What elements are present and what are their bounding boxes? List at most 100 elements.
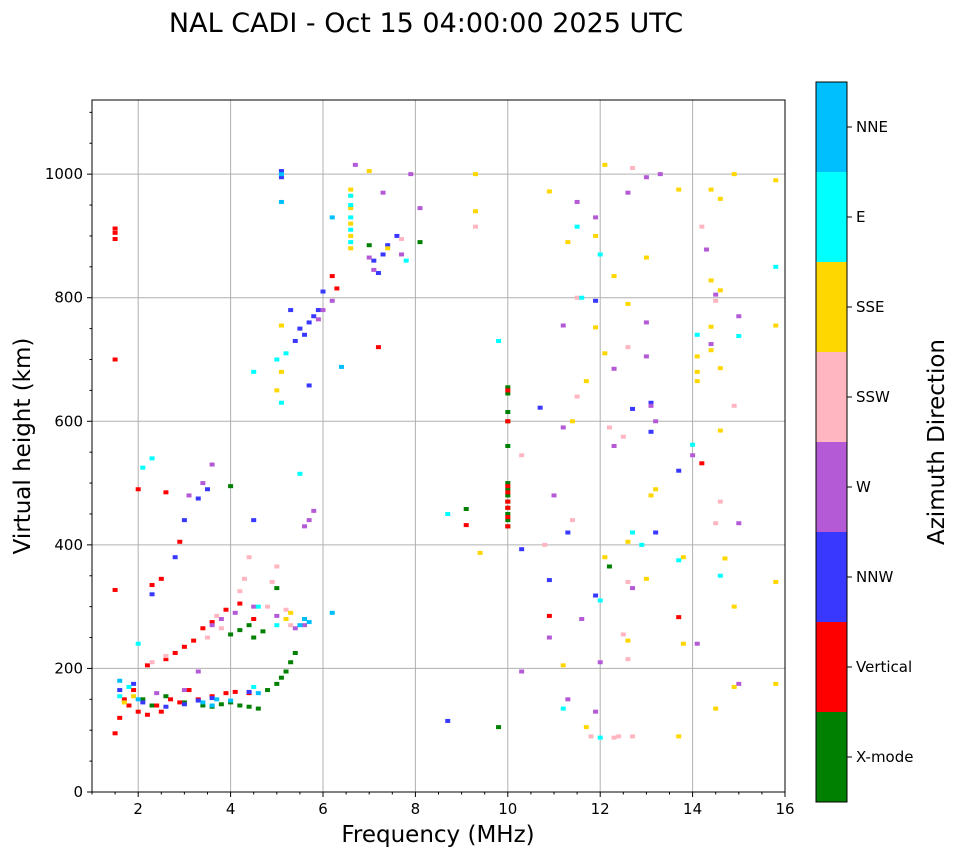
colorbar-label: Azimuth Direction: [924, 339, 950, 545]
data-point-sse: [717, 288, 723, 293]
colorbar-tick-label: X-mode: [856, 748, 913, 766]
data-point-e: [639, 542, 645, 547]
x-ticks: 2 4 6 8 10 12 14 16: [91, 792, 795, 818]
data-point-w: [274, 613, 280, 618]
data-point-sse: [773, 681, 779, 686]
data-point-vertical: [505, 524, 511, 529]
data-point-e: [348, 203, 354, 208]
data-point-nnw: [251, 518, 257, 523]
data-point-w: [657, 172, 663, 177]
data-point-vertical: [232, 689, 238, 694]
data-point-w: [380, 190, 386, 195]
data-point-ssw: [542, 542, 548, 547]
data-point-x-mode: [283, 669, 289, 674]
data-point-sse: [278, 369, 284, 374]
data-point-nnw: [315, 308, 321, 313]
data-point-e: [630, 530, 636, 535]
data-point-nnw: [371, 258, 377, 263]
data-point-sse: [385, 246, 391, 251]
data-point-ssw: [246, 555, 252, 560]
colorbar-segment: [816, 622, 847, 712]
x-tick-label: 16: [775, 800, 794, 818]
data-point-ssw: [569, 518, 575, 523]
data-point-sse: [283, 617, 289, 621]
data-point-nnw: [311, 314, 317, 319]
data-point-vertical: [144, 712, 150, 717]
data-point-nnw: [181, 518, 187, 523]
data-point-nne: [306, 620, 312, 625]
data-point-ssw: [620, 434, 626, 439]
data-point-x-mode: [246, 623, 252, 628]
data-point-sse: [773, 323, 779, 328]
colorbar: X-mode Vertical NNW W SSW SSE E NNE: [815, 81, 913, 803]
data-point-sse: [472, 172, 478, 177]
data-point-ssw: [588, 734, 594, 739]
data-point-w: [209, 462, 215, 467]
data-point-vertical: [117, 715, 123, 720]
data-point-nnw: [205, 487, 210, 492]
data-point-vertical: [237, 601, 243, 606]
data-point-nnw: [278, 169, 284, 174]
data-point-w: [306, 518, 312, 523]
data-point-w: [408, 172, 414, 177]
data-point-vertical: [177, 700, 183, 705]
data-point-w: [560, 425, 566, 430]
data-point-sse: [648, 493, 654, 498]
data-point-sse: [274, 388, 280, 393]
data-point-nne: [302, 617, 308, 621]
data-point-sse: [583, 379, 589, 384]
data-point-x-mode: [505, 511, 511, 516]
data-point-nnw: [653, 530, 659, 535]
data-point-nnw: [297, 326, 303, 331]
data-point-w: [694, 641, 700, 646]
data-point-nnw: [181, 702, 187, 707]
data-point-w: [315, 317, 321, 322]
data-point-sse: [680, 555, 686, 560]
data-point-vertical: [209, 620, 215, 625]
data-point-w: [736, 314, 742, 319]
data-point-sse: [625, 638, 631, 643]
data-point-sse: [602, 351, 608, 356]
data-point-nnw: [546, 578, 552, 583]
data-point-vertical: [200, 626, 206, 631]
data-point-e: [348, 227, 354, 232]
data-point-e: [676, 558, 682, 563]
data-point-w: [653, 419, 659, 424]
data-point-w: [371, 267, 377, 272]
colorbar-tick-label: W: [856, 478, 871, 496]
data-point-e: [773, 264, 779, 269]
data-point-ssw: [218, 626, 224, 631]
colorbar-segment: [816, 712, 847, 802]
data-point-vertical: [329, 274, 335, 279]
data-point-x-mode: [505, 481, 511, 486]
data-point-e: [717, 573, 723, 578]
data-point-x-mode: [255, 706, 261, 711]
data-point-w: [625, 190, 631, 195]
data-point-x-mode: [606, 564, 612, 569]
data-point-vertical: [463, 523, 469, 528]
data-point-nnw: [320, 289, 326, 294]
data-point-vertical: [112, 587, 118, 592]
x-tick-label: 10: [498, 800, 517, 818]
y-tick-label: 600: [54, 412, 83, 430]
data-point-sse: [131, 694, 137, 699]
data-point-nne: [329, 215, 335, 220]
colorbar-tick-label: SSE: [856, 298, 885, 316]
data-point-vertical: [158, 576, 164, 581]
data-point-e: [736, 334, 742, 339]
data-point-w: [302, 524, 308, 529]
data-point-vertical: [505, 515, 511, 520]
data-point-vertical: [112, 357, 118, 362]
data-point-e: [403, 258, 409, 263]
data-point-nnw: [288, 308, 294, 313]
data-point-vertical: [168, 697, 174, 702]
data-point-vertical: [144, 663, 150, 668]
data-point-vertical: [191, 638, 197, 643]
data-point-ssw: [163, 654, 169, 659]
data-point-vertical: [505, 499, 511, 504]
data-point-vertical: [177, 539, 183, 544]
data-point-w: [648, 403, 654, 408]
data-point-vertical: [172, 650, 178, 655]
data-point-e: [348, 193, 354, 198]
